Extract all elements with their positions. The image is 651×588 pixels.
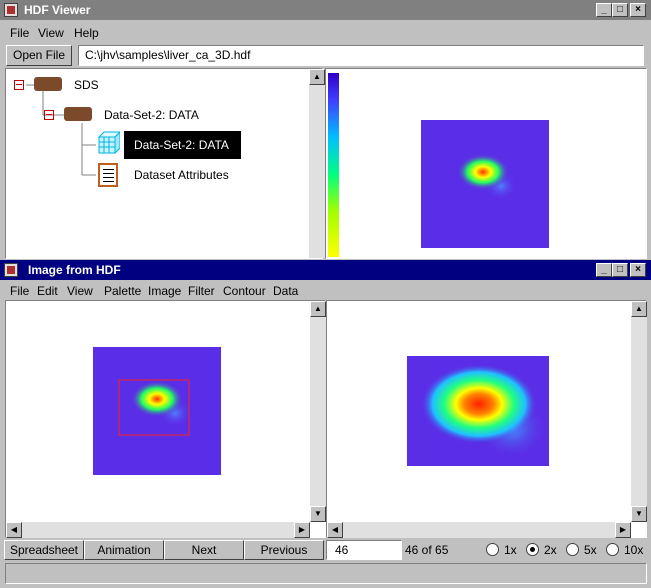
zoomed-liver-image: [421, 364, 546, 458]
tree-item-sds[interactable]: SDS: [74, 78, 99, 92]
zoom-scroll-up-icon[interactable]: ▲: [631, 301, 647, 317]
zoom-2x-label: 2x: [544, 543, 557, 557]
overview-scroll-up-icon[interactable]: ▲: [310, 301, 326, 317]
preview-liver-image: [457, 154, 517, 200]
image-menu-data[interactable]: Data: [273, 284, 299, 298]
previous-button[interactable]: Previous: [244, 540, 324, 560]
zoom-scroll-down-icon[interactable]: ▼: [631, 506, 647, 522]
menu-file[interactable]: File: [10, 26, 30, 40]
overview-vscrollbar[interactable]: ▲ ▼: [310, 301, 326, 522]
frame-number-value: 46: [335, 543, 349, 557]
zoom-1x-radio[interactable]: [486, 543, 499, 556]
zoom-1x-label: 1x: [504, 543, 517, 557]
image-maximize-button[interactable]: □: [612, 263, 628, 277]
zoom-hscrollbar[interactable]: ◀ ▶: [327, 522, 631, 538]
tree-item-dataset-label: Data-Set-2: DATA: [134, 138, 229, 152]
image-minimize-button[interactable]: _: [596, 263, 612, 277]
group-expander-icon[interactable]: [44, 110, 54, 120]
image-menu-contour[interactable]: Contour: [223, 284, 266, 298]
image-menu-image[interactable]: Image: [148, 284, 182, 298]
zoom-vscrollbar[interactable]: ▲ ▼: [631, 301, 647, 522]
tree-item-attributes[interactable]: Dataset Attributes: [134, 168, 229, 182]
sds-folder-icon: [34, 77, 62, 91]
zoom-10x-label: 10x: [624, 543, 644, 557]
image-menubar: File Edit View Palette Image Filter Cont…: [0, 280, 651, 300]
zoom-scroll-left-icon[interactable]: ◀: [327, 522, 343, 538]
overview-scroll-right-icon[interactable]: ▶: [294, 522, 310, 538]
color-palette-bar: [328, 73, 339, 257]
minimize-button[interactable]: _: [596, 3, 612, 17]
zoom-5x-label: 5x: [584, 543, 597, 557]
next-button[interactable]: Next: [164, 540, 244, 560]
zoom-5x-radio[interactable]: [566, 543, 579, 556]
maximize-button[interactable]: □: [612, 3, 628, 17]
zoom-scroll-right-icon[interactable]: ▶: [615, 522, 631, 538]
sds-expander-icon[interactable]: [14, 80, 24, 90]
overview-liver-image: [118, 379, 191, 436]
zoom-image-pane: ◀ ▶ ▲ ▼: [326, 300, 647, 538]
overview-hscrollbar[interactable]: ◀ ▶: [6, 522, 310, 538]
attributes-document-icon: [98, 163, 118, 187]
image-close-button[interactable]: ×: [630, 263, 646, 277]
status-bar: [5, 563, 647, 584]
image-menu-filter[interactable]: Filter: [188, 284, 215, 298]
overview-image-pane: ◀ ▶ ▲ ▼: [5, 300, 326, 538]
main-menubar: File View Help: [0, 22, 651, 42]
dataset-cube-icon: [96, 130, 122, 157]
tree-panel: SDS Data-Set-2: DATA Data-Set-2: DATA Da…: [5, 68, 323, 259]
app-icon: [4, 3, 18, 17]
tree-scrollbar[interactable]: ▲: [309, 69, 325, 258]
image-window-title: Image from HDF: [28, 263, 121, 277]
zoom-2x-radio[interactable]: [526, 543, 539, 556]
overview-scroll-down-icon[interactable]: ▼: [310, 506, 326, 522]
file-path-field[interactable]: C:\jhv\samples\liver_ca_3D.hdf: [78, 45, 644, 66]
overview-image[interactable]: [93, 347, 221, 475]
main-titlebar[interactable]: HDF Viewer _ □ ×: [0, 0, 651, 20]
java-cup-icon: [4, 263, 18, 277]
frame-number-input[interactable]: 46: [326, 540, 402, 560]
main-window-title: HDF Viewer: [24, 3, 91, 17]
image-window-titlebar[interactable]: Image from HDF _ □ ×: [0, 260, 651, 280]
image-menu-edit[interactable]: Edit: [37, 284, 58, 298]
tree-lines: [26, 84, 96, 176]
close-button[interactable]: ×: [630, 3, 646, 17]
group-folder-icon: [64, 107, 92, 121]
overview-scroll-left-icon[interactable]: ◀: [6, 522, 22, 538]
image-menu-file[interactable]: File: [10, 284, 30, 298]
preview-image[interactable]: [421, 120, 549, 248]
tree-item-group[interactable]: Data-Set-2: DATA: [104, 108, 199, 122]
scroll-up-arrow-icon[interactable]: ▲: [309, 69, 325, 85]
zoom-10x-radio[interactable]: [606, 543, 619, 556]
tree-item-dataset-selected[interactable]: Data-Set-2: DATA: [124, 131, 241, 159]
animation-button[interactable]: Animation: [84, 540, 164, 560]
image-menu-view[interactable]: View: [67, 284, 93, 298]
menu-view[interactable]: View: [38, 26, 64, 40]
open-file-button[interactable]: Open File: [6, 45, 72, 66]
file-path-text: C:\jhv\samples\liver_ca_3D.hdf: [85, 48, 251, 62]
image-menu-palette[interactable]: Palette: [104, 284, 142, 298]
spreadsheet-button[interactable]: Spreadsheet: [4, 540, 84, 560]
zoomed-image[interactable]: [407, 356, 549, 466]
frame-status: 46 of 65: [405, 543, 449, 557]
preview-panel: [325, 68, 647, 259]
menu-help[interactable]: Help: [74, 26, 99, 40]
